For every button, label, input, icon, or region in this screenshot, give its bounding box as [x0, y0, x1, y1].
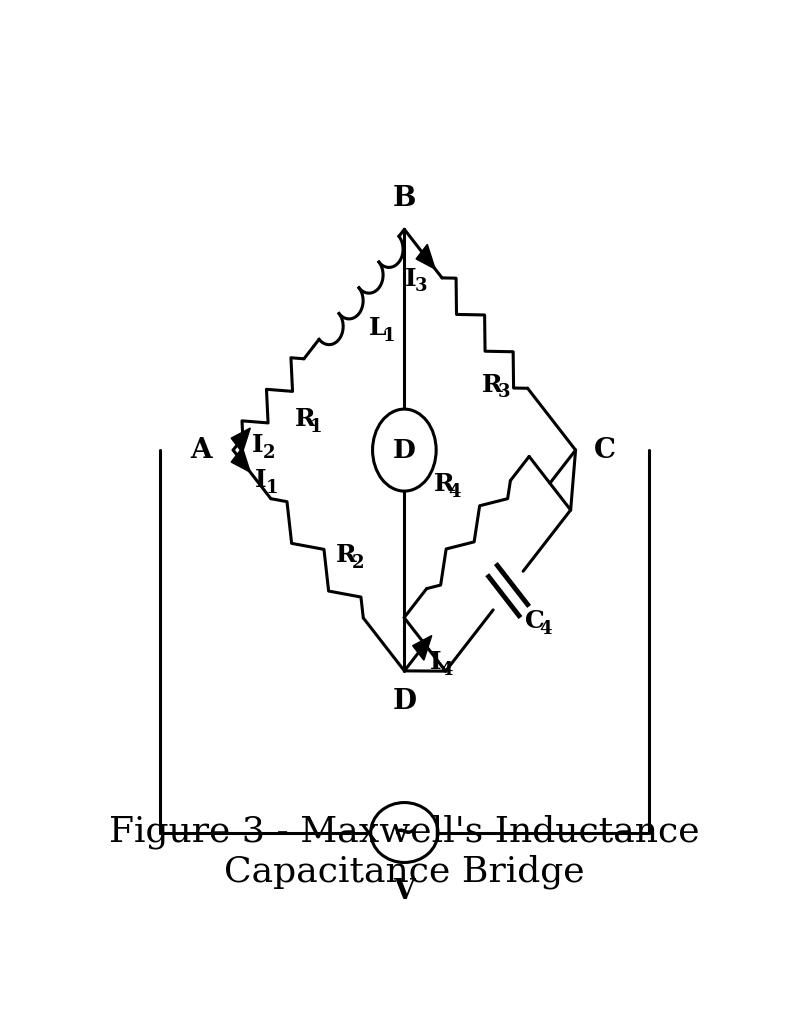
Text: R: R [294, 407, 316, 431]
Text: 2: 2 [263, 443, 275, 462]
Text: B: B [393, 185, 416, 212]
Text: Figure 3 - Maxwell's Inductance
Capacitance Bridge: Figure 3 - Maxwell's Inductance Capacita… [109, 815, 700, 889]
Text: 2: 2 [351, 554, 364, 571]
Polygon shape [231, 428, 250, 453]
Polygon shape [413, 636, 432, 660]
Text: 1: 1 [309, 418, 322, 436]
Text: 3: 3 [415, 278, 428, 296]
Text: 4: 4 [540, 621, 552, 638]
Text: R: R [336, 543, 357, 567]
Text: 3: 3 [497, 383, 510, 401]
Text: 4: 4 [440, 660, 453, 679]
Text: ~: ~ [393, 818, 416, 847]
Text: L: L [369, 315, 387, 340]
Text: R: R [433, 472, 454, 496]
Text: D: D [392, 688, 417, 715]
Text: A: A [190, 436, 211, 464]
Polygon shape [231, 447, 250, 472]
Text: R: R [482, 373, 503, 396]
Text: 1: 1 [383, 327, 395, 345]
Text: I: I [255, 468, 267, 492]
Text: C: C [594, 436, 616, 464]
Text: D: D [393, 437, 416, 463]
Polygon shape [416, 245, 436, 269]
Text: V: V [394, 879, 415, 905]
Ellipse shape [371, 803, 438, 862]
Text: I: I [252, 433, 264, 457]
Text: 1: 1 [265, 478, 278, 497]
Text: 4: 4 [448, 482, 461, 501]
Text: I: I [430, 650, 442, 674]
Text: C: C [525, 609, 545, 633]
Circle shape [372, 410, 436, 492]
Text: I: I [405, 266, 416, 291]
